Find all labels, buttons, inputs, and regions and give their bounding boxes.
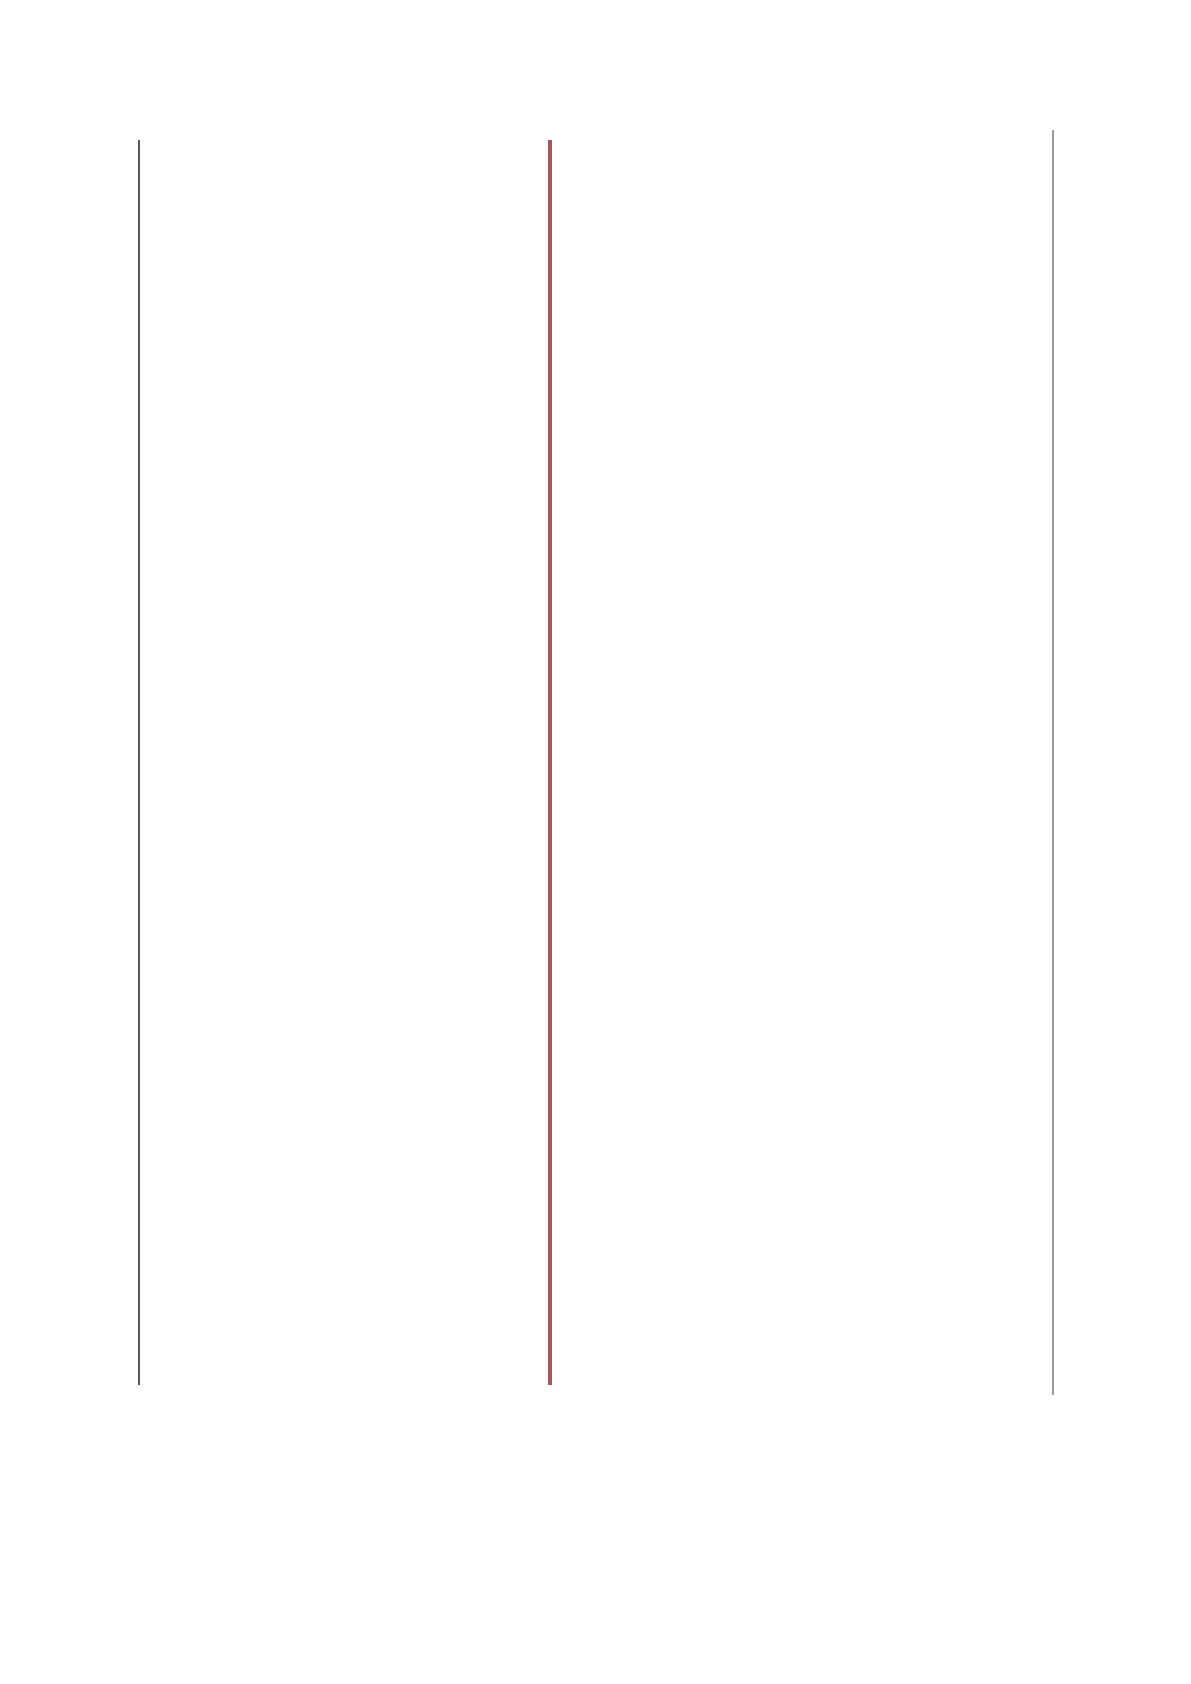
book-spine	[548, 140, 552, 1385]
page-edge	[138, 140, 140, 1385]
page-edge	[1052, 130, 1054, 1395]
